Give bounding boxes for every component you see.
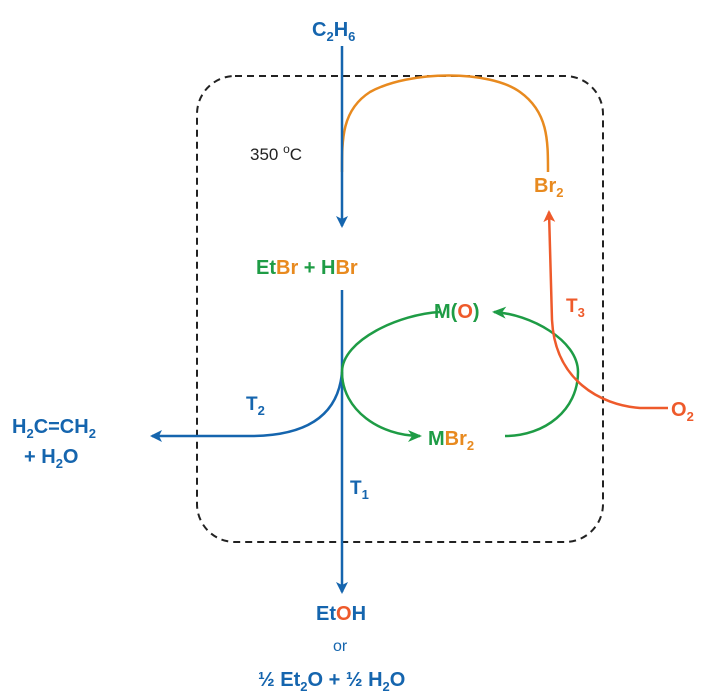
catalyst-loop-lower bbox=[340, 371, 422, 442]
t1-label: T1 bbox=[350, 478, 369, 502]
catalyst-loop-lower-right bbox=[504, 371, 580, 438]
ethanol-label: EtOH bbox=[316, 603, 366, 625]
catalyst-loop-upper bbox=[340, 310, 441, 373]
t3-label: T3 bbox=[566, 296, 585, 320]
or-label: or bbox=[333, 638, 348, 655]
oxygen-label: O2 bbox=[671, 399, 694, 424]
water-coproduct-label: + H2O bbox=[24, 446, 78, 471]
bromine-label: Br2 bbox=[534, 175, 563, 200]
ethylene-label: H2C=CH2 bbox=[12, 416, 96, 441]
diethyl-ether-label: ½ Et2O + ½ H2O bbox=[258, 669, 405, 694]
ethane-label: C2H6 bbox=[312, 19, 355, 44]
catalyst-loop-right bbox=[492, 306, 580, 373]
oxygen-regeneration-arrow bbox=[543, 210, 668, 410]
metal-oxide-label: M(O) bbox=[434, 301, 480, 323]
temperature-label: 350 oC bbox=[250, 142, 302, 164]
t2-label: T2 bbox=[246, 394, 265, 418]
ethylene-branch-arrow bbox=[150, 371, 344, 442]
metal-bromide-label: MBr2 bbox=[428, 428, 474, 453]
bromine-recycle-arc bbox=[340, 74, 550, 173]
intermediate-label: EtBr + HBr bbox=[256, 257, 358, 279]
